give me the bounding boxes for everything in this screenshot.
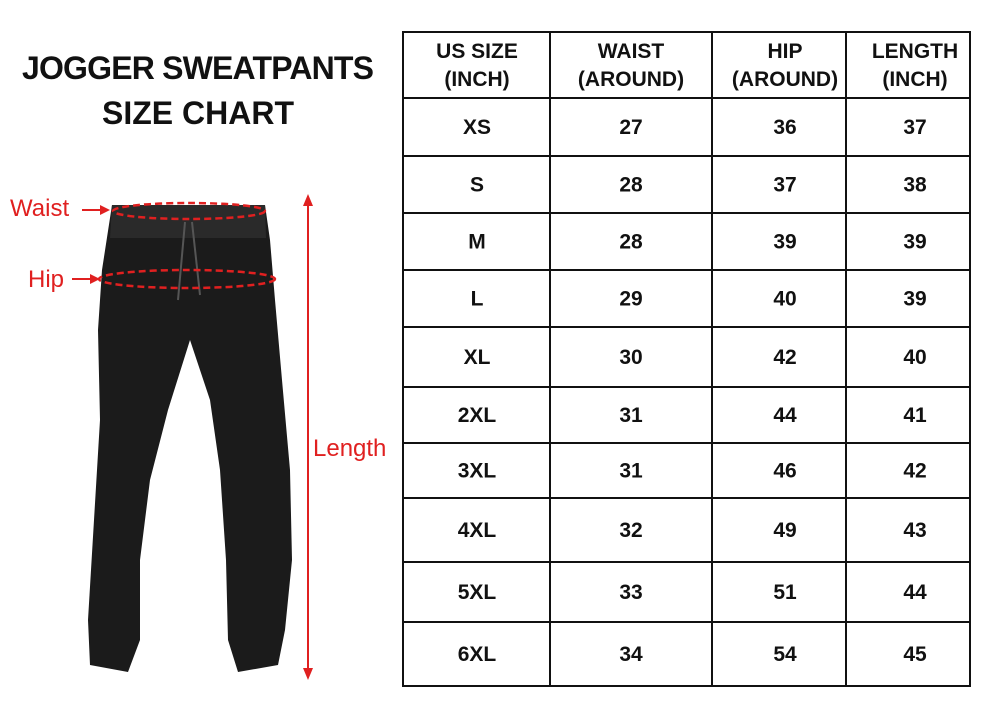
table-cell: XS [463, 116, 491, 139]
length-label: Length [313, 435, 386, 462]
table-cell: 41 [903, 404, 927, 427]
table-cell: 28 [619, 174, 643, 197]
header-cell: US SIZE [436, 40, 518, 63]
table-cell: 44 [903, 581, 927, 604]
table-cell: 34 [619, 643, 643, 666]
table-cell: 39 [773, 231, 796, 254]
table-cell: 27 [619, 116, 642, 139]
table-cell: 36 [773, 116, 796, 139]
table-cell: 44 [773, 404, 797, 427]
table-cell: 42 [903, 460, 926, 483]
table-cell: M [468, 231, 486, 254]
table-cell: 54 [773, 643, 797, 666]
header-cell: (INCH) [882, 68, 947, 91]
hip-label: Hip [28, 266, 64, 293]
table-cell: 32 [619, 519, 642, 542]
header-cell: (AROUND) [578, 68, 684, 91]
table-cell: 3XL [458, 460, 497, 483]
table-cell: XL [464, 346, 491, 369]
table-border [402, 31, 971, 687]
table-cell: 49 [773, 519, 796, 542]
table-cell: 51 [773, 581, 797, 604]
table-cell: 28 [619, 231, 643, 254]
table-cell: 46 [773, 460, 796, 483]
header-cell: LENGTH [872, 40, 958, 63]
table-cell: 6XL [458, 643, 497, 666]
table-cell: 40 [773, 288, 796, 311]
table-cell: 38 [903, 174, 927, 197]
waist-label: Waist [10, 195, 69, 222]
header-cell: HIP [767, 40, 802, 63]
table-cell: 37 [903, 116, 926, 139]
table-cell: 39 [903, 231, 926, 254]
measure-annotations: Waist Hip Length [10, 194, 386, 680]
table-cell: 39 [903, 288, 926, 311]
table-cell: 37 [773, 174, 796, 197]
table-cell: 30 [619, 346, 642, 369]
table-cell: 40 [903, 346, 926, 369]
header-cell: (INCH) [444, 68, 509, 91]
table-cell: 29 [619, 288, 642, 311]
header-cell: (AROUND) [732, 68, 838, 91]
table-cell: 31 [619, 404, 643, 427]
header-cell: WAIST [598, 40, 665, 63]
table-cell: 43 [903, 519, 926, 542]
title-line: SIZE CHART [102, 95, 294, 131]
size-table: US SIZE (INCH) WAIST (AROUND) HIP (AROUND) LEN… [402, 31, 971, 687]
table-cell: 33 [619, 581, 642, 604]
table-cell: S [470, 174, 484, 197]
pants-illustration [88, 205, 292, 672]
table-cell: 31 [619, 460, 643, 483]
table-cell: 42 [773, 346, 796, 369]
table-cell: 4XL [458, 519, 497, 542]
table-cell: 2XL [458, 404, 497, 427]
title-line: JOGGER SWEATPANTS [22, 50, 374, 86]
table-cell: 45 [903, 643, 927, 666]
table-cell: 5XL [458, 581, 497, 604]
table-cell: L [471, 288, 484, 311]
